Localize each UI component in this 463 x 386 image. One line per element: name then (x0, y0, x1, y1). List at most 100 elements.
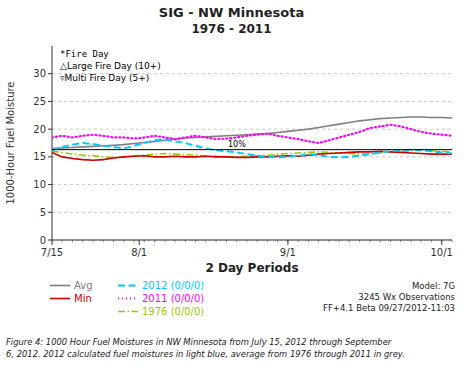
x-minor-tick (421, 240, 422, 242)
title: SIG - NW Minnesota (159, 5, 304, 20)
legend-swatch (118, 285, 138, 287)
caption-line: Figure 4: 1000 Hour Fuel Moistures in NW… (6, 337, 392, 347)
x-minor-tick (400, 240, 401, 242)
plot-area (52, 117, 452, 160)
x-minor-tick (318, 240, 319, 242)
x-tick (52, 240, 53, 245)
x-tick-label: 8/1 (131, 247, 147, 258)
x-minor-tick (267, 240, 268, 242)
x-minor-tick (205, 240, 206, 242)
model-text-line: 3245 Wx Observations (358, 292, 455, 302)
x-minor-tick (216, 240, 217, 242)
y-tick-label: 25 (33, 96, 46, 107)
legend-label: Avg (74, 280, 93, 291)
series-line (52, 139, 452, 157)
x-minor-tick (246, 240, 247, 242)
series-line (52, 117, 452, 149)
x-minor-tick (380, 240, 381, 242)
y-tick-label: 20 (33, 124, 46, 135)
legend-swatch (50, 285, 70, 287)
model-text-line: Model: 7G (412, 281, 455, 291)
x-minor-tick (390, 240, 391, 242)
x-minor-tick (298, 240, 299, 242)
y-tick (48, 101, 52, 102)
x-tick-label: 9/1 (280, 247, 296, 258)
legend: Avg Min 2012 (0/0/0) 2011 (0/0/0) 1976 (0/0/… (50, 280, 204, 317)
y-tick-label: 5 (40, 207, 46, 218)
series-line (52, 125, 452, 143)
y-tick (48, 73, 52, 74)
x-minor-tick (113, 240, 114, 242)
y-tick (48, 129, 52, 130)
x-minor-tick (226, 240, 227, 242)
inset-note: △Large Fire Day (10+) (60, 61, 161, 71)
x-tick (287, 240, 288, 245)
x-minor-tick (236, 240, 237, 242)
legend-label: Min (74, 293, 92, 304)
x-minor-tick (339, 240, 340, 242)
x-minor-tick (349, 240, 350, 242)
x-minor-tick (103, 240, 104, 242)
x-minor-tick (134, 240, 135, 242)
x-minor-tick (328, 240, 329, 242)
reference-label: 10% (228, 140, 246, 149)
x-tick-label: 7/15 (41, 247, 63, 258)
caption-line: 6, 2012. 2012 calculated fuel moistures … (6, 349, 405, 359)
grid-line (52, 129, 452, 130)
inset-note: ▿Multi Fire Day (5+) (60, 73, 149, 83)
y-tick (48, 156, 52, 157)
grid-line (52, 212, 452, 213)
grid-line (52, 240, 452, 241)
background (0, 0, 463, 386)
legend-label: 2011 (0/0/0) (142, 293, 204, 304)
subtitle: 1976 - 2011 (191, 22, 271, 36)
y-axis-label: 1000-Hour Fuel Moisture (5, 81, 16, 204)
y-axis (52, 46, 53, 240)
x-minor-tick (410, 240, 411, 242)
x-minor-tick (452, 240, 453, 242)
x-minor-tick (431, 240, 432, 242)
x-minor-tick (82, 240, 83, 242)
x-minor-tick (164, 240, 165, 242)
x-minor-tick (195, 240, 196, 242)
legend-swatch (118, 311, 138, 313)
x-axis-label: 2 Day Periods (205, 261, 298, 275)
y-tick-label: 10 (33, 179, 46, 190)
model-text: Model: 7G3245 Wx ObservationsFF+4.1 Beta… (323, 281, 456, 313)
y-tick-label: 0 (40, 235, 46, 246)
inset-note: *Fire Day (60, 49, 109, 59)
x-minor-tick (185, 240, 186, 242)
x-minor-tick (257, 240, 258, 242)
x-minor-tick (359, 240, 360, 242)
legend-swatch (50, 298, 70, 300)
chart: SIG - NW Minnesota 1976 - 2011 0 5 10 15 20 25 3… (0, 0, 463, 386)
model-text-line: FF+4.1 Beta 09/27/2012-11:03 (323, 303, 455, 313)
grid (52, 74, 452, 240)
y-tick (48, 240, 52, 241)
legend-label: 2012 (0/0/0) (142, 280, 204, 291)
x-minor-tick (144, 240, 145, 242)
y-tick (48, 212, 52, 213)
x-axis (52, 240, 452, 241)
legend-label: 1976 (0/0/0) (142, 306, 204, 317)
y-tick-label: 15 (33, 151, 46, 162)
x-minor-tick (369, 240, 370, 242)
grid-line (52, 101, 452, 102)
legend-swatch (118, 297, 138, 299)
y-tick (48, 184, 52, 185)
caption: Figure 4: 1000 Hour Fuel Moistures in NW… (6, 337, 405, 359)
x-minor-tick (154, 240, 155, 242)
x-minor-tick (308, 240, 309, 242)
x-minor-tick (72, 240, 73, 242)
x-minor-tick (62, 240, 63, 242)
x-minor-tick (277, 240, 278, 242)
grid-line (52, 184, 452, 185)
x-minor-tick (175, 240, 176, 242)
y-tick-label: 30 (33, 68, 46, 79)
x-minor-tick (123, 240, 124, 242)
x-tick (139, 240, 140, 245)
x-tick (441, 240, 442, 245)
reference-line (52, 149, 452, 150)
x-tick-label: 10/1 (431, 247, 453, 258)
x-minor-tick (93, 240, 94, 242)
